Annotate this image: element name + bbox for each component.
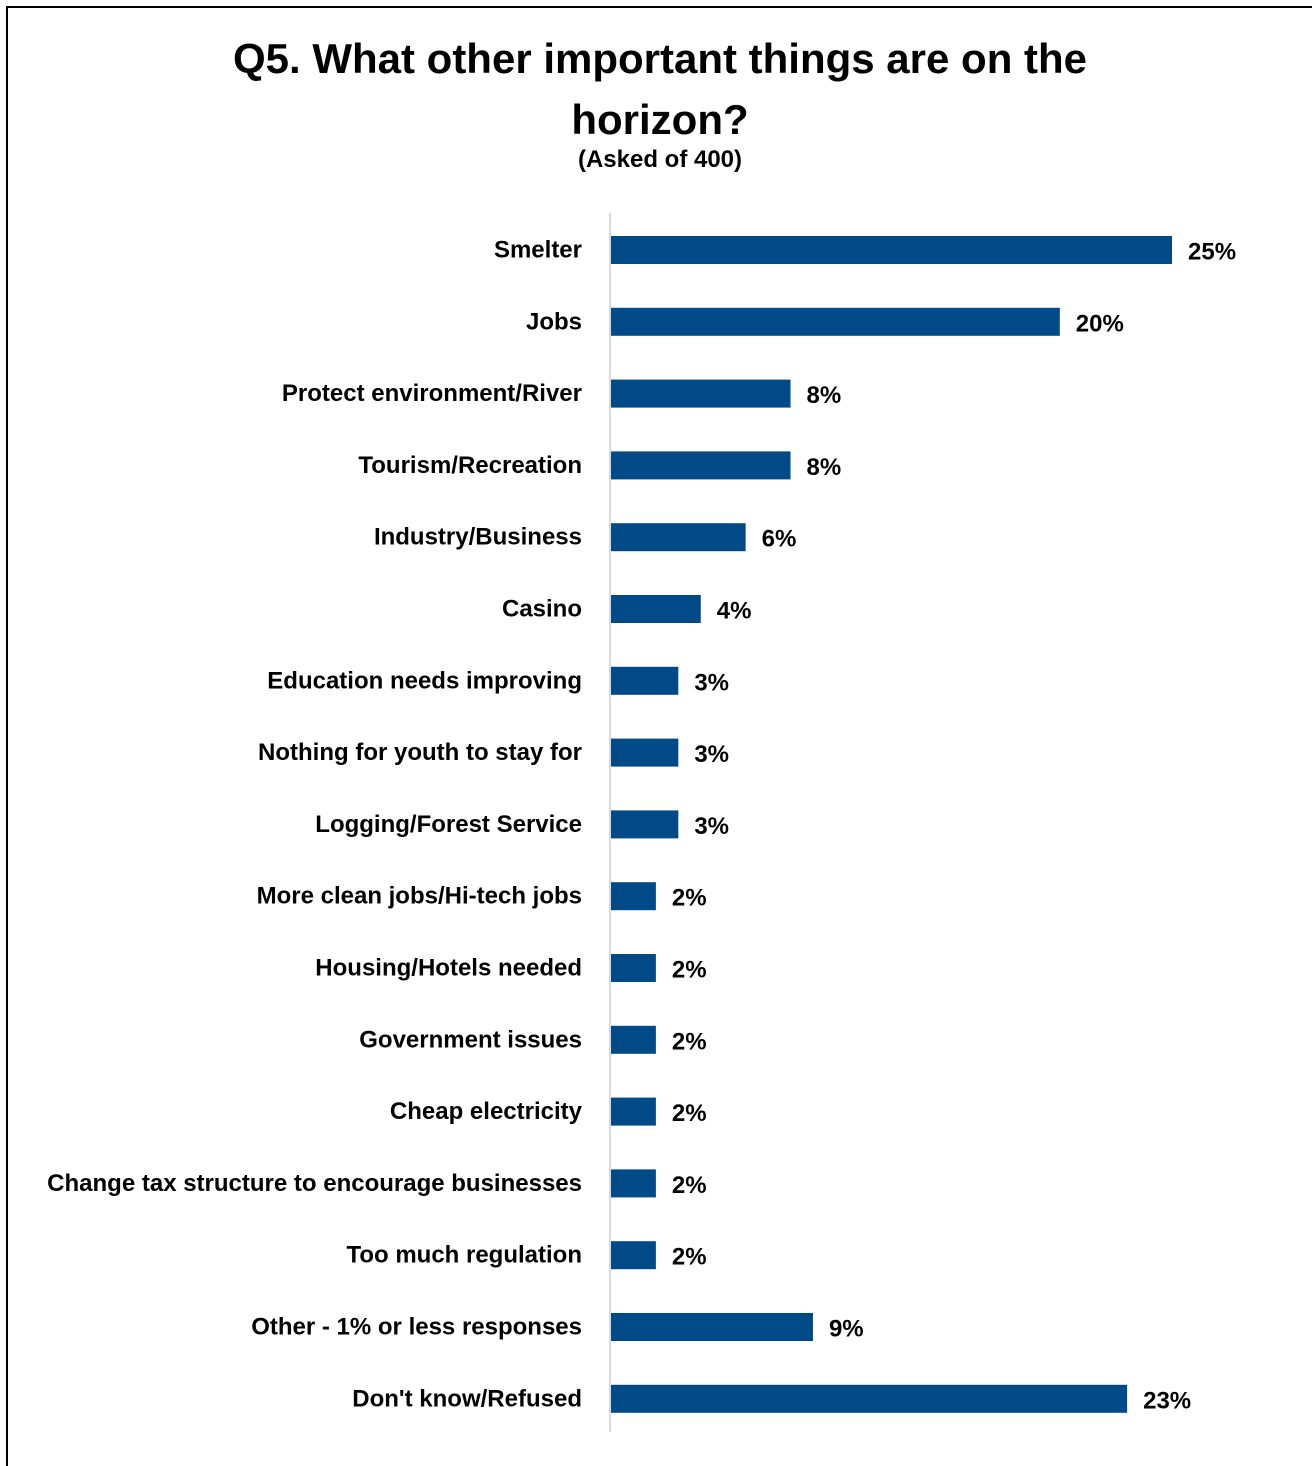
bar-group: Tourism/Recreation 8% xyxy=(358,451,841,481)
category-label: Casino xyxy=(502,596,582,623)
bar xyxy=(611,595,701,623)
bar xyxy=(611,1169,656,1198)
bar-group: Jobs 20% xyxy=(526,307,1124,337)
bar xyxy=(611,882,656,911)
bar-group: Cheap electricity 2% xyxy=(390,1097,707,1127)
value-label: 20% xyxy=(1076,310,1124,337)
chart-frame xyxy=(6,6,1312,1466)
bar xyxy=(611,1384,1128,1413)
category-label: Housing/Hotels needed xyxy=(315,955,582,982)
category-label: Government issues xyxy=(359,1026,582,1053)
value-label: 4% xyxy=(717,598,752,625)
bar-group: Nothing for youth to stay for 3% xyxy=(258,738,729,768)
category-label: Jobs xyxy=(526,308,582,335)
category-label: Industry/Business xyxy=(374,524,582,551)
bar-group: More clean jobs/Hi-tech jobs 2% xyxy=(257,882,707,912)
value-label: 3% xyxy=(694,741,729,768)
bar-group: Logging/Forest Service 3% xyxy=(315,810,729,840)
bar xyxy=(611,954,656,982)
bar-group: Housing/Hotels needed 2% xyxy=(315,954,707,984)
category-label: Tourism/Recreation xyxy=(358,452,582,479)
value-label: 23% xyxy=(1143,1387,1191,1414)
category-label: Cheap electricity xyxy=(390,1098,583,1125)
bar-group: Don't know/Refused 23% xyxy=(352,1384,1191,1414)
bar xyxy=(611,236,1172,264)
value-label: 9% xyxy=(829,1316,864,1343)
value-label: 2% xyxy=(672,1172,707,1199)
bar-group: Too much regulation 2% xyxy=(346,1241,707,1271)
category-label: Nothing for youth to stay for xyxy=(258,739,582,766)
value-label: 8% xyxy=(807,382,842,409)
bar-group: Smelter 25% xyxy=(494,236,1236,266)
chart-title: Q5. What other important things are on t… xyxy=(0,28,1312,150)
bar-group: Other - 1% or less responses 9% xyxy=(251,1313,864,1343)
value-label: 6% xyxy=(762,526,797,553)
category-label: Other - 1% or less responses xyxy=(251,1314,582,1341)
value-label: 2% xyxy=(672,1028,707,1055)
bar-group: Change tax structure to encourage busine… xyxy=(47,1169,707,1199)
value-label: 8% xyxy=(807,454,842,481)
category-label: Education needs improving xyxy=(267,667,582,694)
bar-group: Industry/Business 6% xyxy=(374,523,796,553)
bar xyxy=(611,379,791,408)
bar xyxy=(611,523,746,552)
bar xyxy=(611,1313,813,1341)
chart-subtitle: (Asked of 400) xyxy=(577,146,743,173)
bar xyxy=(611,810,679,839)
category-label: Change tax structure to encourage busine… xyxy=(47,1170,582,1197)
value-label: 2% xyxy=(672,1100,707,1127)
bar xyxy=(611,1241,656,1270)
chart-title-line-1: Q5. What other important things are on t… xyxy=(232,35,1088,82)
category-label: Don't know/Refused xyxy=(352,1385,582,1412)
bar-group: Government issues 2% xyxy=(359,1025,707,1055)
bar xyxy=(611,307,1060,336)
bar xyxy=(611,451,791,480)
bar-group: Protect environment/River 8% xyxy=(282,379,842,409)
category-label: More clean jobs/Hi-tech jobs xyxy=(257,883,582,910)
value-label: 2% xyxy=(672,1244,707,1271)
bar-group: Casino 4% xyxy=(502,595,751,625)
value-label: 3% xyxy=(694,669,729,696)
bar xyxy=(611,1097,656,1126)
bar-group: Education needs improving 3% xyxy=(267,666,729,696)
value-label: 25% xyxy=(1188,239,1236,266)
category-label: Protect environment/River xyxy=(282,380,582,407)
category-label: Smelter xyxy=(494,237,582,264)
value-label: 3% xyxy=(694,813,729,840)
chart-title-line-2: horizon? xyxy=(571,96,749,143)
category-label: Too much regulation xyxy=(346,1242,582,1269)
value-label: 2% xyxy=(672,957,707,984)
bar xyxy=(611,666,679,695)
category-label: Logging/Forest Service xyxy=(315,811,582,838)
value-label: 2% xyxy=(672,885,707,912)
bar xyxy=(611,1025,656,1054)
bar xyxy=(611,738,679,767)
